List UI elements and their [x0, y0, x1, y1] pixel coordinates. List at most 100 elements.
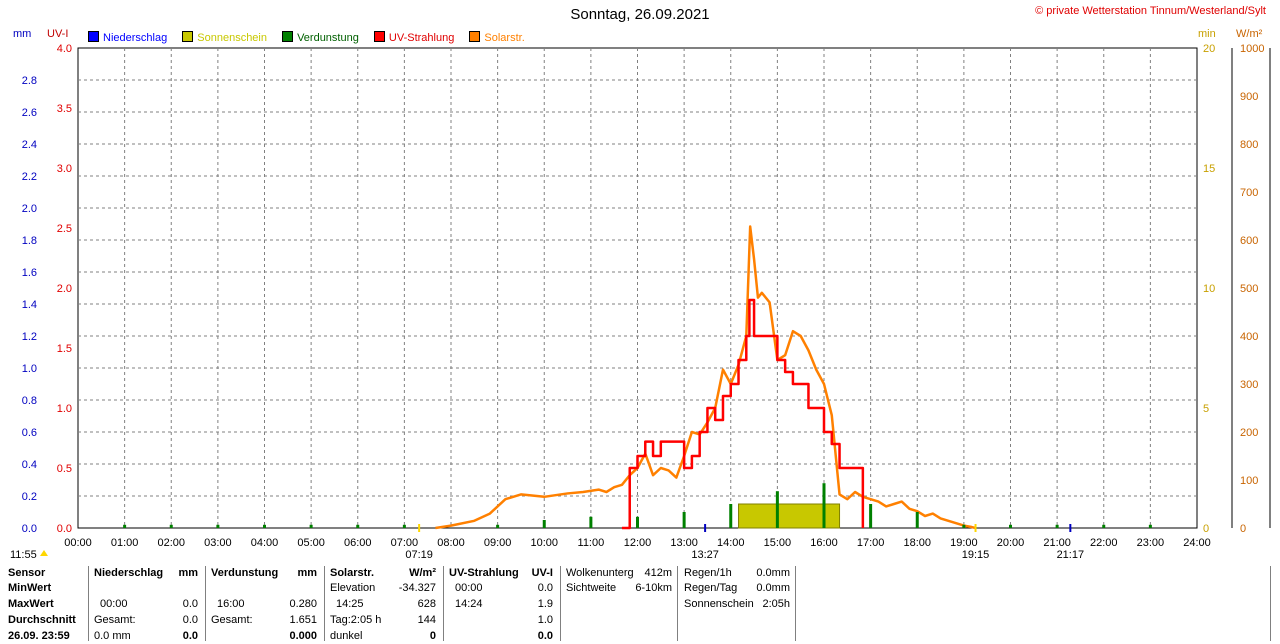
wm2-tick-label: 400	[1240, 331, 1258, 343]
solar-noon-marker-label: 13:27	[691, 549, 719, 561]
uv-header: UV-Strahlung	[449, 567, 519, 579]
cell: 00:00	[100, 598, 128, 610]
cell: 0.0 mm	[94, 630, 131, 642]
verdunstung-unit: mm	[297, 567, 317, 579]
evaporation-bar	[1102, 524, 1106, 528]
legend-swatch	[88, 31, 99, 42]
evaporation-bar	[636, 516, 639, 528]
legend-label: UV-Strahlung	[388, 32, 455, 44]
wm2-tick-label: 200	[1240, 427, 1258, 439]
uvi-tick-label: 3.5	[57, 103, 72, 115]
x-tick-label: 13:00	[670, 537, 698, 549]
wm2-tick-label: 0	[1240, 523, 1246, 535]
verdunstung-column: Verdunstung mm 16:00 0.280 Gesamt: 1.651…	[211, 566, 321, 642]
mm-tick-label: 0.8	[22, 395, 37, 407]
solar-column: Solarstr. W/m² Elevation -34.327 14:25 6…	[330, 566, 440, 642]
cell: 14:24	[455, 598, 483, 610]
min-tick-label: 20	[1203, 43, 1215, 55]
misc-column: Wolkenunterg 412m Sichtweite 6-10km	[566, 566, 672, 641]
evaporation-bar	[496, 524, 500, 528]
x-tick-label: 18:00	[903, 537, 931, 549]
wm2-tick-label: 600	[1240, 235, 1258, 247]
evaporation-bar	[962, 524, 966, 528]
evaporation-bar	[822, 483, 826, 528]
cell: 144	[417, 614, 436, 626]
x-tick-label: 10:00	[530, 537, 558, 549]
column-divider	[1270, 566, 1271, 641]
cell: 1.651	[289, 614, 317, 626]
wm2-tick-label: 300	[1240, 379, 1258, 391]
evaporation-bar	[775, 491, 779, 528]
evaporation-bar	[682, 512, 686, 528]
evaporation-bar	[1009, 524, 1012, 528]
regen-column: Regen/1h 0.0mm Regen/Tag 0.0mm Sonnensch…	[684, 566, 790, 641]
evaporation-bar	[542, 520, 546, 528]
moonset-marker-label: 21:17	[1057, 549, 1085, 561]
cell: 0.000	[289, 630, 317, 642]
uvi-tick-label: 4.0	[57, 43, 72, 55]
cell: 628	[417, 598, 436, 610]
uvi-tick-label: 1.5	[57, 343, 72, 355]
min-unit-label: min	[1198, 28, 1216, 40]
x-tick-label: 05:00	[297, 537, 325, 549]
wm2-tick-label: 700	[1240, 187, 1258, 199]
wm2-tick-label: 100	[1240, 475, 1258, 487]
cell: 412m	[644, 567, 672, 579]
moonrise-label: 11:55	[10, 549, 37, 561]
min-tick-label: 15	[1203, 163, 1215, 175]
x-tick-label: 11:00	[578, 537, 605, 549]
mm-tick-label: 1.8	[22, 235, 37, 247]
x-tick-label: 21:00	[1043, 537, 1071, 549]
legend-item-solar: Solarstr.	[469, 31, 525, 44]
evaporation-bar	[169, 524, 173, 528]
cell: 16:00	[217, 598, 245, 610]
cell: Sonnenschein	[684, 598, 754, 610]
column-divider	[795, 566, 796, 641]
cell: 0.0	[182, 630, 198, 642]
x-tick-label: 22:00	[1090, 537, 1118, 549]
row-label-avg: Durchschnitt	[8, 614, 76, 626]
column-divider	[324, 566, 325, 641]
solar-unit: W/m²	[409, 567, 436, 579]
column-divider	[205, 566, 206, 641]
wm2-tick-label: 800	[1240, 139, 1258, 151]
cell: 0.0mm	[756, 567, 790, 579]
mm-tick-label: 1.4	[22, 299, 37, 311]
solar-header: Solarstr.	[330, 567, 375, 579]
stats-table: Sensor MinWert MaxWert Durchschnitt 26.0…	[0, 566, 1280, 642]
cell: 0.0mm	[756, 582, 790, 594]
evaporation-bar	[729, 504, 733, 528]
x-tick-label: 02:00	[157, 537, 185, 549]
min-tick-label: 5	[1203, 403, 1209, 415]
legend-swatch	[182, 31, 194, 42]
legend-label: Solarstr.	[484, 32, 525, 44]
chart-legend: Niederschlag Sonnenschein Verdunstung UV…	[88, 31, 537, 44]
solar-series-line	[435, 225, 976, 530]
x-tick-label: 23:00	[1137, 537, 1165, 549]
column-divider	[443, 566, 444, 641]
cell: -34.327	[398, 582, 436, 594]
legend-label: Sonnenschein	[197, 32, 267, 44]
x-tick-label: 03:00	[204, 537, 232, 549]
cell: Regen/1h	[684, 567, 732, 579]
evaporation-bar	[1055, 524, 1059, 528]
min-tick-label: 0	[1203, 523, 1209, 535]
cell: 1.9	[537, 598, 553, 610]
cell: 0.0	[182, 614, 198, 626]
sunset-marker-label: 19:15	[962, 549, 990, 561]
column-divider	[88, 566, 89, 641]
evaporation-bar	[216, 524, 220, 528]
evaporation-bar	[356, 524, 360, 528]
uvi-tick-label: 3.0	[57, 163, 72, 175]
cell: 0.280	[289, 598, 317, 610]
legend-item-sonnenschein: Sonnenschein	[182, 31, 267, 44]
x-tick-label: 00:00	[64, 537, 92, 549]
mm-tick-label: 2.6	[22, 107, 37, 119]
cell: Elevation	[330, 582, 376, 594]
x-tick-label: 08:00	[437, 537, 465, 549]
legend-swatch	[282, 31, 294, 42]
mm-tick-label: 0.4	[22, 459, 37, 471]
cell: Wolkenunterg	[566, 567, 634, 579]
uvi-tick-label: 0.5	[57, 463, 72, 475]
page-title: Sonntag, 26.09.2021	[570, 6, 710, 23]
